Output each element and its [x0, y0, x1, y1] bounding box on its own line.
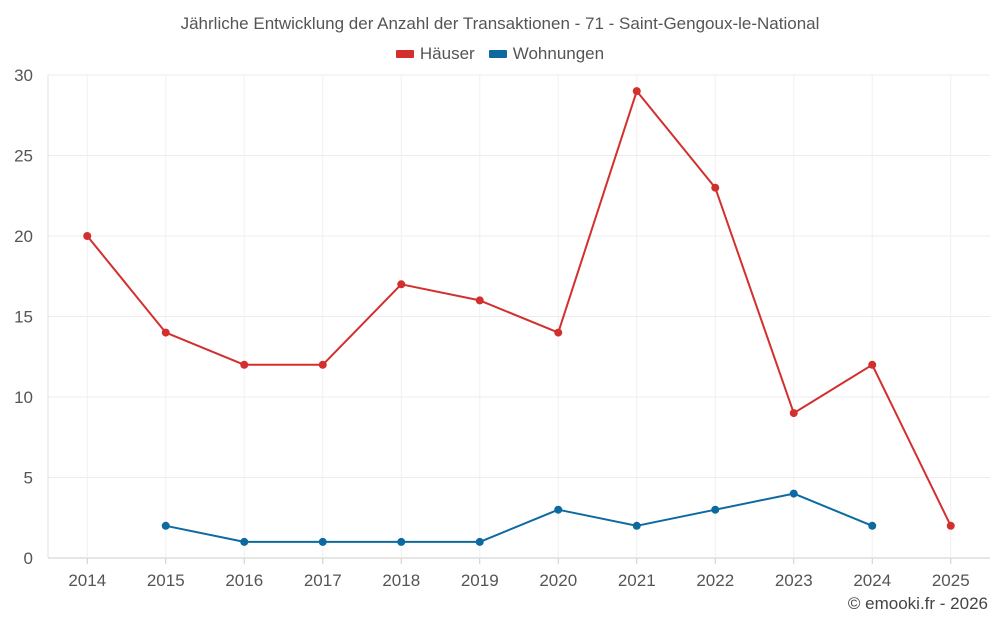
- data-point-haeuser: [83, 232, 92, 240]
- y-tick-label: 25: [14, 147, 33, 166]
- chart-title: Jährliche Entwicklung der Anzahl der Tra…: [180, 14, 820, 33]
- data-point-wohnungen: [632, 521, 641, 530]
- data-point-wohnungen: [161, 521, 170, 530]
- data-point-haeuser: [868, 360, 877, 369]
- series-line-haeuser: [86, 90, 952, 527]
- data-point-wohnungen: [789, 489, 798, 498]
- x-tick-label: 2019: [461, 571, 499, 590]
- data-point-wohnungen: [318, 537, 327, 546]
- y-tick-label: 5: [24, 469, 33, 488]
- y-tick-label: 15: [14, 308, 33, 327]
- legend-label-haeuser: Häuser: [419, 44, 475, 63]
- series-line-wohnungen: [165, 492, 873, 543]
- data-point-haeuser: [240, 360, 249, 369]
- data-point-wohnungen: [475, 537, 484, 546]
- x-tick-label: 2022: [696, 571, 734, 590]
- data-point-wohnungen: [554, 505, 563, 514]
- y-tick-label: 20: [14, 227, 33, 246]
- data-point-haeuser: [318, 360, 327, 369]
- x-tick-label: 2025: [932, 571, 970, 590]
- legend-item-wohnungen[interactable]: Wohnungen: [488, 44, 605, 64]
- x-tick-label: 2014: [68, 571, 106, 590]
- x-tick-label: 2015: [147, 571, 185, 590]
- data-point-wohnungen: [711, 505, 720, 514]
- data-point-haeuser: [632, 87, 641, 96]
- legend: Häuser Wohnungen: [0, 44, 1000, 64]
- y-tick-label: 0: [24, 549, 33, 568]
- data-point-haeuser: [789, 409, 798, 418]
- credit-text: © emooki.fr - 2026: [847, 594, 988, 613]
- x-tick-label: 2021: [618, 571, 656, 590]
- y-tick-label: 30: [14, 66, 33, 85]
- x-tick-label: 2023: [775, 571, 813, 590]
- legend-swatch-wohnungen: [488, 50, 507, 58]
- x-tick-label: 2016: [225, 571, 263, 590]
- data-point-haeuser: [397, 280, 406, 289]
- legend-label-wohnungen: Wohnungen: [512, 44, 605, 63]
- legend-swatch-haeuser: [395, 50, 414, 58]
- data-point-wohnungen: [397, 537, 406, 546]
- data-point-haeuser: [711, 183, 720, 192]
- x-tick-label: 2020: [539, 571, 577, 590]
- data-point-wohnungen: [240, 537, 249, 546]
- x-tick-label: 2024: [853, 571, 891, 590]
- data-point-haeuser: [554, 328, 563, 337]
- y-tick-label: 10: [14, 388, 33, 407]
- legend-item-haeuser[interactable]: Häuser: [395, 44, 475, 64]
- data-point-haeuser: [475, 296, 484, 305]
- data-point-wohnungen: [868, 521, 877, 530]
- data-point-haeuser: [946, 521, 955, 530]
- data-point-haeuser: [161, 328, 170, 337]
- x-tick-label: 2018: [382, 571, 420, 590]
- x-tick-label: 2017: [304, 571, 342, 590]
